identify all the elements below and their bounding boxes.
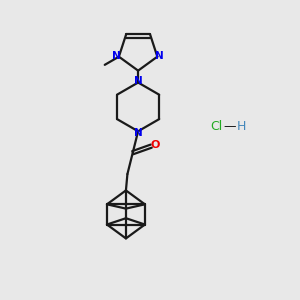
Text: —: — bbox=[224, 120, 236, 133]
Text: N: N bbox=[134, 128, 142, 138]
Text: N: N bbox=[134, 76, 142, 86]
Text: Cl: Cl bbox=[210, 120, 222, 133]
Text: N: N bbox=[112, 51, 121, 61]
Text: H: H bbox=[237, 120, 246, 133]
Text: N: N bbox=[155, 51, 164, 61]
Text: O: O bbox=[151, 140, 160, 150]
